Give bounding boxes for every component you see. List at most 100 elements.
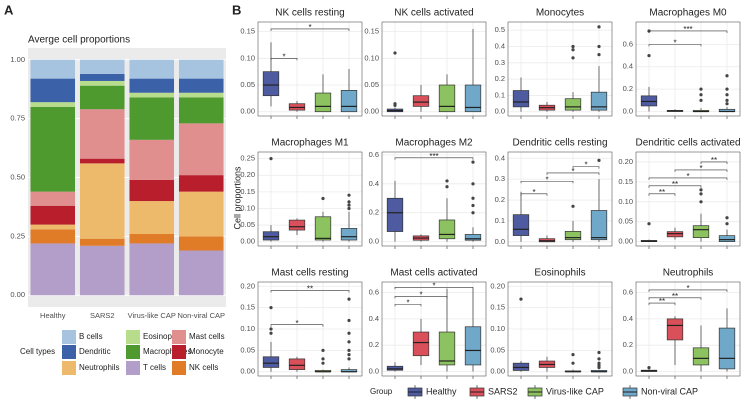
outlier bbox=[269, 327, 273, 331]
bar-segment bbox=[178, 97, 224, 124]
significance-bracket bbox=[700, 161, 728, 164]
significance-bracket bbox=[648, 302, 676, 306]
outlier bbox=[471, 203, 475, 208]
bar-segment bbox=[79, 238, 125, 246]
significance-label: ** bbox=[659, 188, 665, 197]
legend-swatch bbox=[62, 361, 76, 375]
outlier bbox=[647, 365, 651, 370]
outlier bbox=[725, 222, 729, 226]
y-tick-label: 0.0 bbox=[623, 107, 633, 116]
significance-label: * bbox=[686, 284, 689, 293]
y-tick-label: 0.2 bbox=[369, 208, 379, 217]
outlier bbox=[597, 357, 601, 361]
outlier bbox=[321, 361, 325, 365]
significance-label: *** bbox=[429, 152, 438, 161]
bar-segment bbox=[79, 85, 125, 110]
bar-segment bbox=[129, 92, 175, 98]
y-tick-label: 0.2 bbox=[495, 195, 505, 204]
y-tick-label: 0.6 bbox=[623, 39, 633, 48]
outlier bbox=[269, 306, 273, 310]
y-tick-label: 0.1 bbox=[495, 90, 505, 99]
bar-segment bbox=[129, 201, 175, 235]
outlier bbox=[647, 53, 651, 58]
bar-segment bbox=[79, 163, 125, 239]
outlier bbox=[571, 48, 575, 52]
significance-label: ** bbox=[711, 156, 717, 165]
significance-bracket bbox=[546, 172, 600, 175]
bar-segment bbox=[30, 205, 76, 225]
bar-segment bbox=[79, 245, 125, 296]
outlier bbox=[347, 340, 351, 344]
y-tick-label: 0.4 bbox=[495, 41, 505, 50]
panel-border bbox=[381, 21, 487, 117]
outlier bbox=[597, 25, 601, 29]
y-tick-label: 0.2 bbox=[369, 340, 379, 349]
y-tick-label: 0.00 bbox=[490, 367, 505, 376]
bar-segment bbox=[129, 78, 175, 93]
panel-title: Monocytes bbox=[536, 8, 584, 19]
significance-bracket bbox=[394, 304, 422, 307]
bar-segment bbox=[178, 236, 224, 251]
outlier bbox=[347, 353, 351, 357]
y-tick-label: 0.0 bbox=[495, 237, 505, 246]
legend-title: Group bbox=[370, 387, 393, 396]
legend-label: Macrophages bbox=[143, 347, 191, 356]
significance-label: * bbox=[419, 291, 422, 300]
significance-bracket bbox=[520, 180, 574, 184]
panel-border bbox=[257, 281, 363, 377]
significance-bracket bbox=[648, 177, 728, 180]
significance-label: * bbox=[282, 52, 285, 61]
box bbox=[718, 327, 736, 370]
y-tick-label: 0.05 bbox=[364, 80, 379, 89]
panel-border bbox=[507, 281, 613, 377]
significance-label: ** bbox=[307, 285, 313, 294]
box bbox=[340, 90, 358, 113]
x-tick-label: Virus-like CAP bbox=[128, 311, 176, 320]
bar-segment bbox=[30, 78, 76, 103]
y-tick-label: 0.15 bbox=[490, 303, 505, 312]
outlier bbox=[269, 331, 273, 335]
outlier bbox=[321, 348, 325, 352]
outlier bbox=[597, 158, 601, 162]
significance-label: * bbox=[432, 281, 435, 290]
outlier bbox=[393, 51, 397, 55]
legend-label: Virus-like CAP bbox=[546, 386, 604, 396]
outlier bbox=[471, 211, 475, 215]
outlier bbox=[321, 357, 325, 361]
panel-background bbox=[636, 152, 740, 246]
legend-swatch bbox=[172, 345, 186, 359]
significance-bracket bbox=[648, 185, 702, 188]
box bbox=[262, 71, 280, 97]
panel-border bbox=[381, 151, 487, 247]
y-tick-label: 0.10 bbox=[490, 324, 505, 333]
y-tick-label: 0.25 bbox=[10, 231, 25, 240]
significance-bracket bbox=[270, 324, 324, 327]
y-tick-label: 0.75 bbox=[10, 114, 25, 123]
y-tick-label: 0.10 bbox=[240, 53, 255, 62]
significance-label: * bbox=[406, 298, 409, 307]
legend-label: Eosinophils bbox=[143, 332, 184, 341]
panel-border bbox=[257, 151, 363, 247]
significance-label: ** bbox=[672, 180, 678, 189]
legend-swatch bbox=[126, 330, 140, 344]
panel-border bbox=[257, 21, 363, 117]
box bbox=[412, 95, 430, 107]
panel-border bbox=[635, 151, 741, 247]
panel-title: Mast cells activated bbox=[390, 268, 477, 279]
y-tick-label: 0.00 bbox=[10, 290, 25, 299]
outlier bbox=[347, 206, 351, 211]
outlier bbox=[347, 203, 351, 207]
y-tick-label: 0.15 bbox=[364, 27, 379, 36]
significance-label: * bbox=[571, 167, 574, 176]
outlier bbox=[725, 98, 729, 102]
outlier bbox=[519, 297, 523, 301]
outlier bbox=[445, 179, 449, 183]
bar-segment bbox=[79, 158, 125, 164]
legend-title: Cell types bbox=[20, 347, 55, 356]
box bbox=[288, 358, 306, 370]
panel-title: Mast cells resting bbox=[271, 268, 348, 279]
x-tick-label: SARS2 bbox=[90, 311, 115, 320]
outlier bbox=[347, 318, 351, 323]
box bbox=[512, 362, 530, 371]
